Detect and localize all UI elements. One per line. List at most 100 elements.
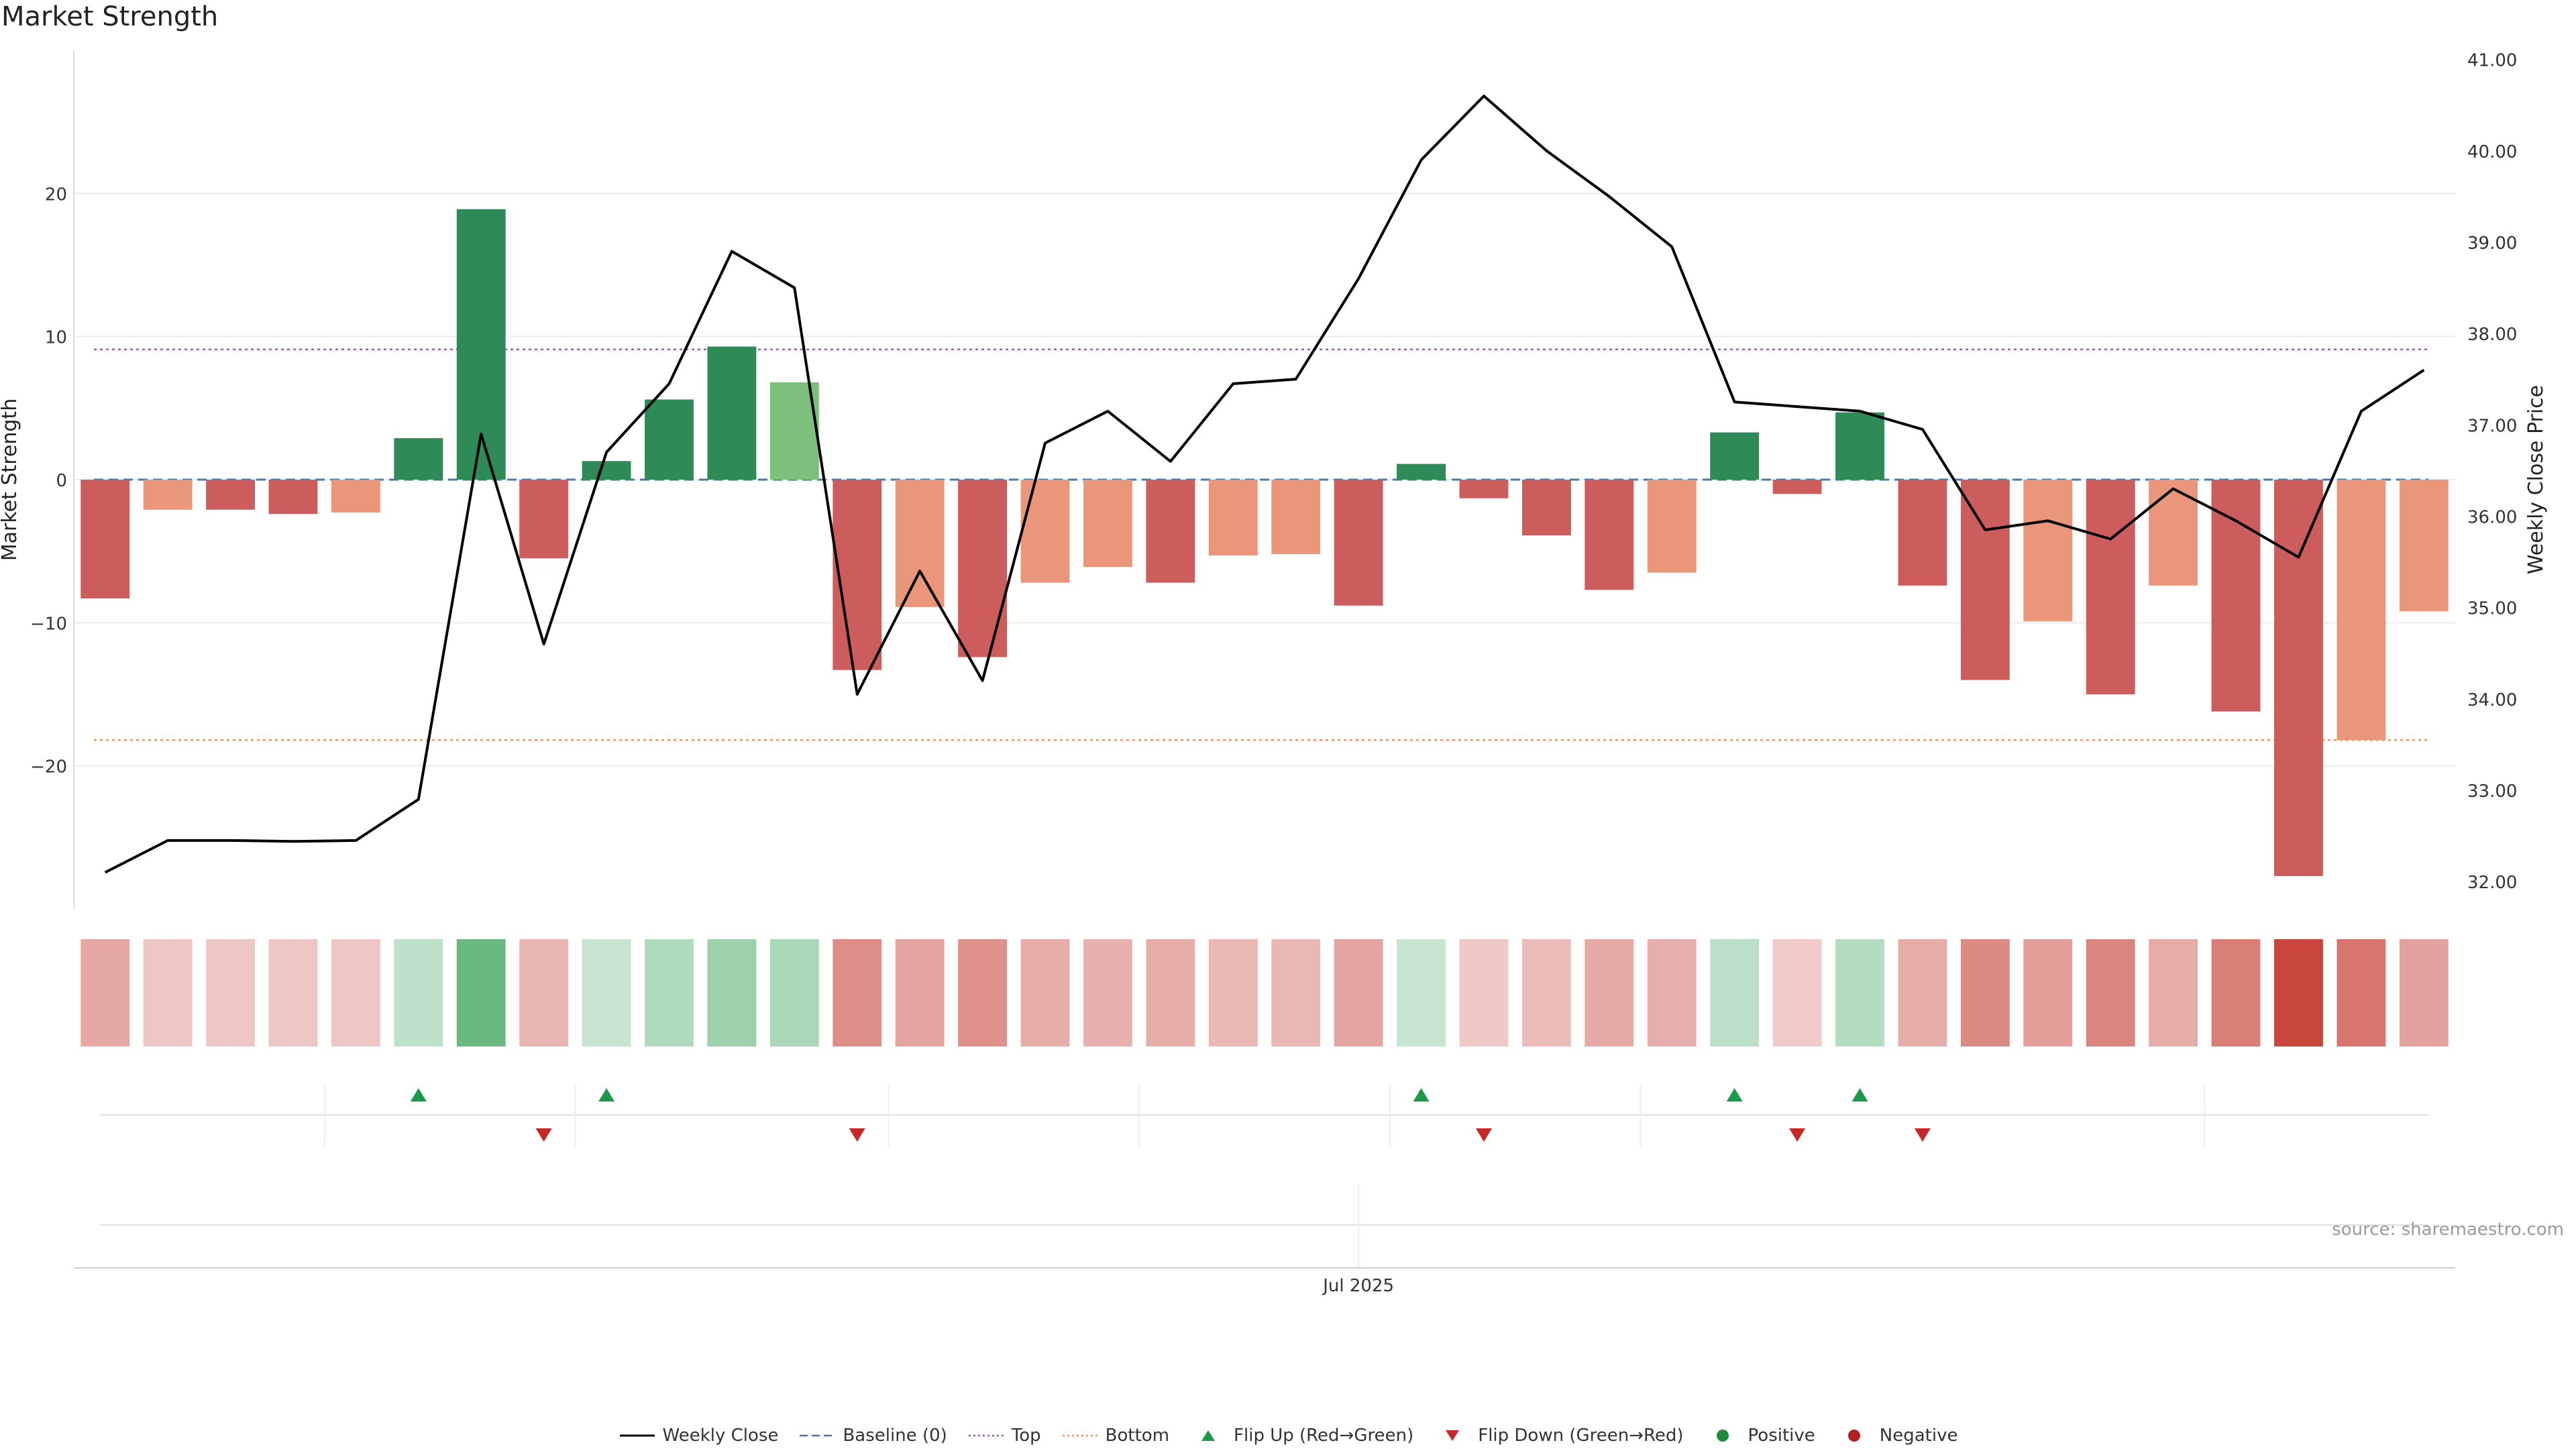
strength-bar — [1710, 432, 1760, 480]
legend-item: Weekly Close — [619, 1426, 779, 1446]
heat-cell — [582, 939, 631, 1046]
strength-bar — [1334, 480, 1383, 606]
strength-bar — [1585, 480, 1634, 590]
strength-bar — [206, 480, 255, 510]
strength-bar — [1459, 480, 1509, 498]
heat-cell — [833, 939, 882, 1046]
strength-bar — [1835, 412, 1884, 480]
heat-cell — [2086, 939, 2135, 1046]
legend-label: Weekly Close — [662, 1426, 779, 1446]
y2-tick-label: 39.00 — [2467, 233, 2517, 254]
chart-plot: 20 10 0 −10 −20 41.00 40.00 39.00 38.00 37.00 36.0… — [0, 50, 2548, 1296]
heat-cell — [2211, 939, 2261, 1046]
flip-up-marker — [1726, 1088, 1743, 1102]
strength-bar — [331, 480, 380, 513]
legend-swatch-icon — [1201, 1430, 1216, 1441]
strength-bar — [707, 346, 757, 480]
legend-item: Positive — [1704, 1426, 1815, 1446]
y2-tick-label: 33.00 — [2467, 782, 2517, 802]
legend-item: Bottom — [1061, 1426, 1169, 1446]
heat-cell — [2023, 939, 2073, 1046]
y-tick-label: 0 — [56, 471, 67, 491]
heat-cell — [1459, 939, 1509, 1046]
flip-up-marker — [410, 1088, 427, 1102]
heat-cell — [80, 939, 130, 1046]
x-tick-label: Jul 2025 — [1322, 1276, 1394, 1296]
strength-bar — [1647, 480, 1697, 573]
flip-up-marker — [1851, 1088, 1868, 1102]
heat-cell — [206, 939, 255, 1046]
legend-label: Flip Down (Green→Red) — [1478, 1426, 1684, 1446]
strength-bar — [833, 480, 882, 670]
legend-swatch-icon — [968, 1434, 1004, 1437]
flip-down-marker — [535, 1128, 552, 1142]
strength-bar — [394, 438, 443, 480]
strength-bar — [1208, 480, 1258, 556]
flip-markers — [101, 1083, 2428, 1147]
legend-swatch-icon — [800, 1434, 835, 1437]
y-tick-label: −20 — [30, 757, 67, 777]
legend-swatch-icon — [619, 1434, 655, 1437]
strength-bar — [2399, 480, 2449, 612]
heat-cell — [1521, 939, 1571, 1046]
strength-bar — [1521, 480, 1571, 536]
heat-cell — [519, 939, 569, 1046]
strength-bar — [582, 461, 631, 480]
strength-bar — [895, 480, 945, 607]
chart-title: Market Strength — [1, 1, 219, 32]
close-line-group — [104, 95, 2425, 874]
axes: 20 10 0 −10 −20 41.00 40.00 39.00 38.00 37.00 36.0… — [0, 50, 2548, 909]
heat-cell — [1020, 939, 1070, 1046]
heat-cell — [1208, 939, 1258, 1046]
source-note: source: sharemaestro.com — [2332, 1220, 2564, 1240]
heat-cell — [394, 939, 443, 1046]
flip-down-marker — [1789, 1128, 1806, 1142]
heat-cell — [645, 939, 694, 1046]
reference-lines — [94, 348, 2428, 741]
flip-down-marker — [849, 1128, 865, 1142]
legend-item: Top — [967, 1426, 1041, 1446]
strength-bar — [80, 480, 130, 599]
heat-cell — [331, 939, 380, 1046]
legend-item: Flip Down (Green→Red) — [1434, 1426, 1684, 1446]
legend-label: Negative — [1879, 1426, 1958, 1446]
heat-cell — [143, 939, 193, 1046]
strength-bar — [1772, 480, 1822, 494]
y-tick-label: 20 — [45, 184, 67, 205]
weekly-close-line — [104, 95, 2425, 874]
strength-bar — [268, 480, 318, 515]
y-tick-label: −10 — [30, 614, 67, 634]
legend: Weekly Close Baseline (0) Top Bottom Flip Up… — [0, 1422, 2576, 1449]
legend-swatch-icon — [1062, 1434, 1097, 1437]
y2-tick-label: 40.00 — [2467, 142, 2517, 162]
heat-cell — [1835, 939, 1884, 1046]
strength-bar — [1083, 480, 1132, 568]
y2-tick-label: 32.00 — [2467, 873, 2517, 893]
strength-bar — [645, 399, 694, 480]
heat-cell — [1146, 939, 1195, 1046]
strength-bar — [1898, 480, 1947, 586]
legend-label: Top — [1011, 1426, 1041, 1446]
heat-cell — [456, 939, 506, 1046]
y2-tick-label: 35.00 — [2467, 599, 2517, 619]
strength-bar — [2337, 480, 2386, 741]
y-axis-title: Market Strength — [0, 398, 21, 561]
legend-label: Bottom — [1105, 1426, 1170, 1446]
heat-cell — [268, 939, 318, 1046]
y2-axis-title: Weekly Close Price — [2524, 385, 2548, 574]
flip-down-marker — [1914, 1128, 1931, 1142]
y2-tick-label: 34.00 — [2467, 690, 2517, 710]
heat-cell — [1585, 939, 1634, 1046]
y2-tick-label: 41.00 — [2467, 51, 2517, 71]
strength-bar — [2086, 480, 2135, 694]
legend-swatch-icon — [1716, 1430, 1729, 1442]
heat-cell — [1334, 939, 1383, 1046]
flip-up-marker — [1413, 1088, 1430, 1102]
strength-bar — [1020, 480, 1070, 583]
legend-item: Baseline (0) — [798, 1426, 947, 1446]
flip-down-marker — [1475, 1128, 1492, 1142]
heat-cell — [1772, 939, 1822, 1046]
legend-item: Negative — [1835, 1426, 1958, 1446]
heat-cell — [2337, 939, 2386, 1046]
